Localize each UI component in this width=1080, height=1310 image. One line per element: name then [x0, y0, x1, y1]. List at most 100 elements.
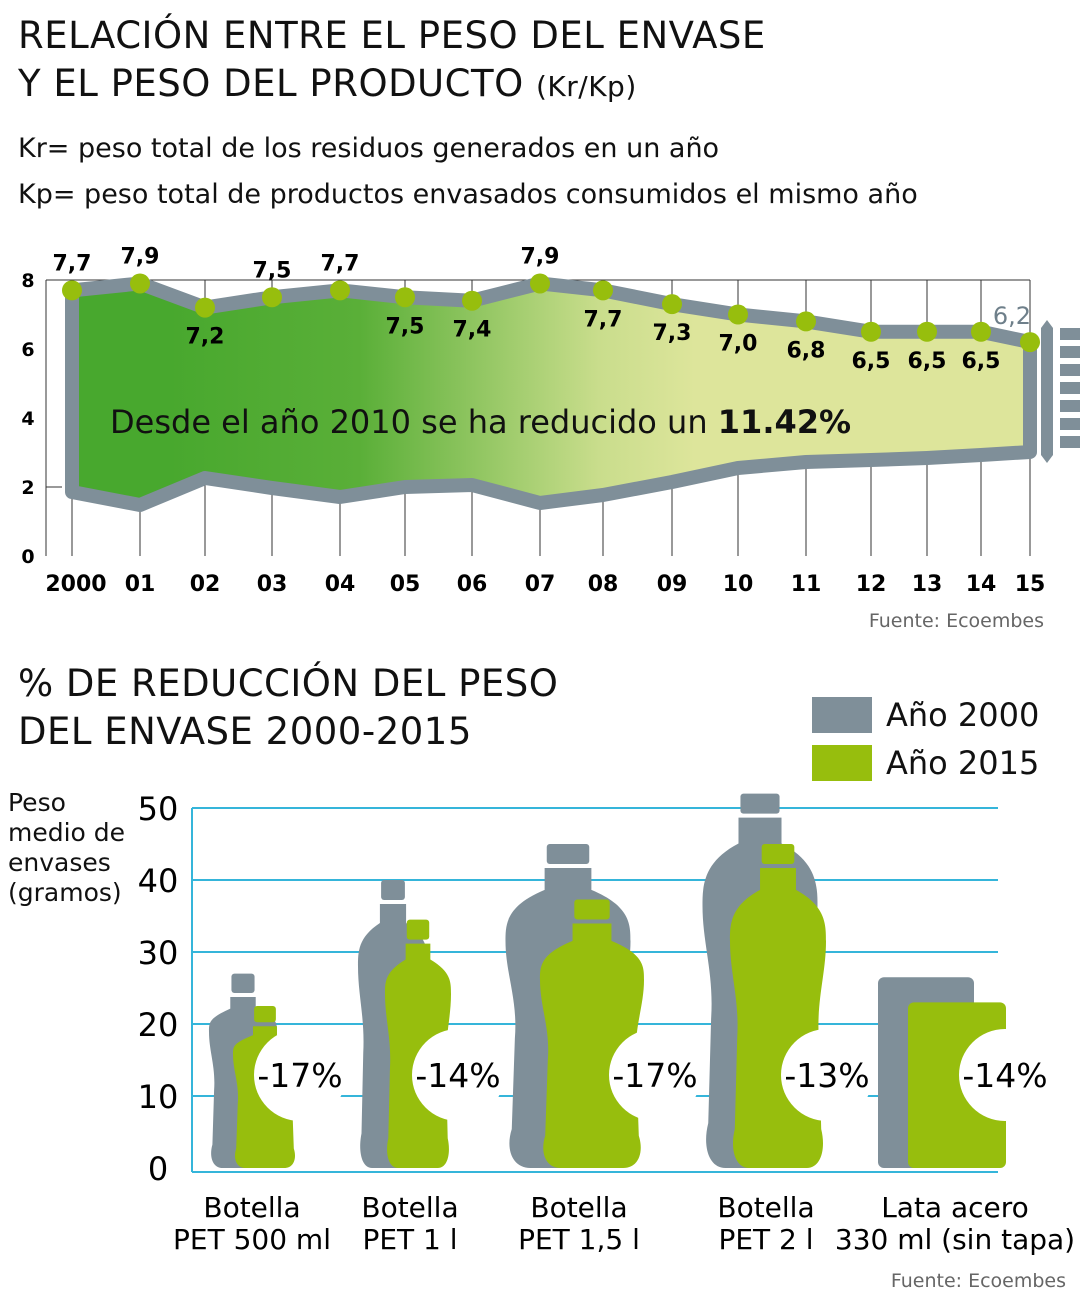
top-title: RELACIÓN ENTRE EL PESO DEL ENVASE Y EL P…: [18, 12, 766, 111]
cap-thread-icon: [1060, 382, 1080, 394]
data-label: 7,5: [253, 258, 292, 283]
bottom-source: Fuente: Ecoembes: [890, 1270, 1066, 1292]
bottle-body: [730, 868, 826, 1168]
top-source: Fuente: Ecoembes: [868, 610, 1044, 632]
category-label-line2: PET 1 l: [362, 1223, 457, 1256]
ylabel-line: medio de: [8, 818, 126, 847]
x-tick-label: 08: [588, 572, 619, 597]
bottle-cap: [254, 1006, 276, 1023]
cap-ring-icon: [1041, 320, 1053, 463]
data-point: [593, 280, 613, 301]
top-title-line1: RELACIÓN ENTRE EL PESO DEL ENVASE: [18, 14, 766, 57]
data-label: 6,5: [852, 349, 891, 374]
data-label: 6,8: [787, 338, 826, 363]
bottle-cap: [381, 880, 405, 900]
cap-thread-icon: [1060, 346, 1080, 358]
top-title-unit: (Kr/Kp): [535, 70, 637, 103]
bottle-cap: [740, 793, 780, 814]
cap-thread-icon: [1060, 364, 1080, 376]
legend-item-2015: Año 2015: [812, 740, 1039, 786]
data-point: [796, 311, 816, 332]
legend-label-2000: Año 2000: [886, 696, 1040, 734]
x-tick-label: 05: [390, 572, 421, 597]
data-label: 7,4: [453, 318, 492, 343]
bottle-2015: [540, 899, 644, 1168]
data-label: 7,2: [186, 325, 225, 350]
y-tick-label: 40: [138, 862, 179, 900]
category-label-line1: Lata acero: [881, 1191, 1029, 1224]
data-label: 7,7: [584, 307, 623, 332]
data-point: [262, 287, 282, 308]
legend-item-2000: Año 2000: [812, 692, 1039, 738]
bottle-cap: [406, 919, 430, 940]
bottle-cap: [761, 844, 795, 864]
cap-thread-icon: [1060, 400, 1080, 412]
annotation-prefix: Desde el año 2010 se ha reducido un: [110, 403, 718, 441]
annotation-value: 11.42%: [718, 403, 851, 441]
reduction-label: -14%: [962, 1056, 1047, 1095]
data-point: [861, 321, 881, 342]
bottle-cap: [546, 844, 590, 864]
data-point: [530, 273, 550, 294]
data-label: 7,7: [321, 251, 360, 276]
y-tick-label: 10: [138, 1078, 179, 1116]
reduction-label: -17%: [612, 1056, 697, 1095]
cap-thread-icon: [1060, 328, 1080, 340]
x-tick-label: 11: [791, 572, 822, 597]
x-tick-label: 13: [912, 572, 943, 597]
legend: Año 2000 Año 2015: [812, 692, 1039, 786]
category-label-line2: 330 ml (sin tapa): [835, 1223, 1075, 1256]
data-point: [1020, 332, 1040, 353]
data-point: [662, 294, 682, 315]
category-label-line2: PET 500 ml: [173, 1223, 331, 1256]
bottle-body: [540, 923, 644, 1168]
legend-swatch-2015: [812, 745, 872, 781]
x-tick-label: 02: [190, 572, 221, 597]
data-point: [728, 304, 748, 325]
category-label-line2: PET 2 l: [718, 1223, 813, 1256]
x-tick-label: 09: [657, 572, 688, 597]
reduction-badge: [781, 1029, 873, 1121]
data-label: 7,5: [386, 314, 425, 339]
category-label-line1: Botella: [203, 1191, 300, 1224]
y-tick-label: 4: [21, 408, 34, 430]
y-tick-label: 2: [21, 477, 34, 499]
reduction-badge: [609, 1029, 701, 1121]
data-label: 7,0: [719, 332, 758, 357]
data-label: 7,9: [121, 244, 160, 269]
cap-thread-icon: [1060, 418, 1080, 430]
y-tick-label: 8: [21, 270, 34, 292]
data-point: [462, 290, 482, 311]
x-tick-label: 06: [457, 572, 488, 597]
cap-thread-icon: [1060, 436, 1080, 448]
def-kp: Kp= peso total de productos envasados co…: [18, 179, 918, 210]
data-point: [395, 287, 415, 308]
x-tick-label: 2000: [45, 572, 106, 597]
bottle-cap: [231, 973, 255, 994]
reduction-annotation: Desde el año 2010 se ha reducido un 11.4…: [110, 403, 851, 441]
data-label: 6,5: [962, 349, 1001, 374]
data-point: [917, 321, 937, 342]
def-kr: Kr= peso total de los residuos generados…: [18, 133, 720, 164]
category-label-line1: Botella: [717, 1191, 814, 1224]
top-title-line2-text: Y EL PESO DEL PRODUCTO: [18, 62, 524, 105]
y-tick-label: 0: [148, 1150, 168, 1188]
y-tick-label: 30: [138, 934, 179, 972]
reduction-badge: [254, 1029, 346, 1121]
bottom-ylabel: Peso medio de envases (gramos): [8, 788, 125, 908]
y-tick-label: 6: [21, 339, 34, 361]
kr-kp-band: [65, 276, 1037, 512]
y-tick-label: 20: [138, 1006, 179, 1044]
y-tick-label: 0: [21, 546, 34, 568]
x-tick-label: 12: [856, 572, 887, 597]
ylabel-line: Peso: [8, 788, 66, 817]
data-label: 7,9: [521, 244, 560, 269]
reduction-label: -17%: [257, 1056, 342, 1095]
data-point: [971, 321, 991, 342]
data-point: [330, 280, 350, 301]
definitions: Kr= peso total de los residuos generados…: [18, 126, 918, 218]
data-point: [130, 273, 150, 294]
legend-swatch-2000: [812, 697, 872, 733]
ylabel-line: (gramos): [8, 878, 122, 907]
